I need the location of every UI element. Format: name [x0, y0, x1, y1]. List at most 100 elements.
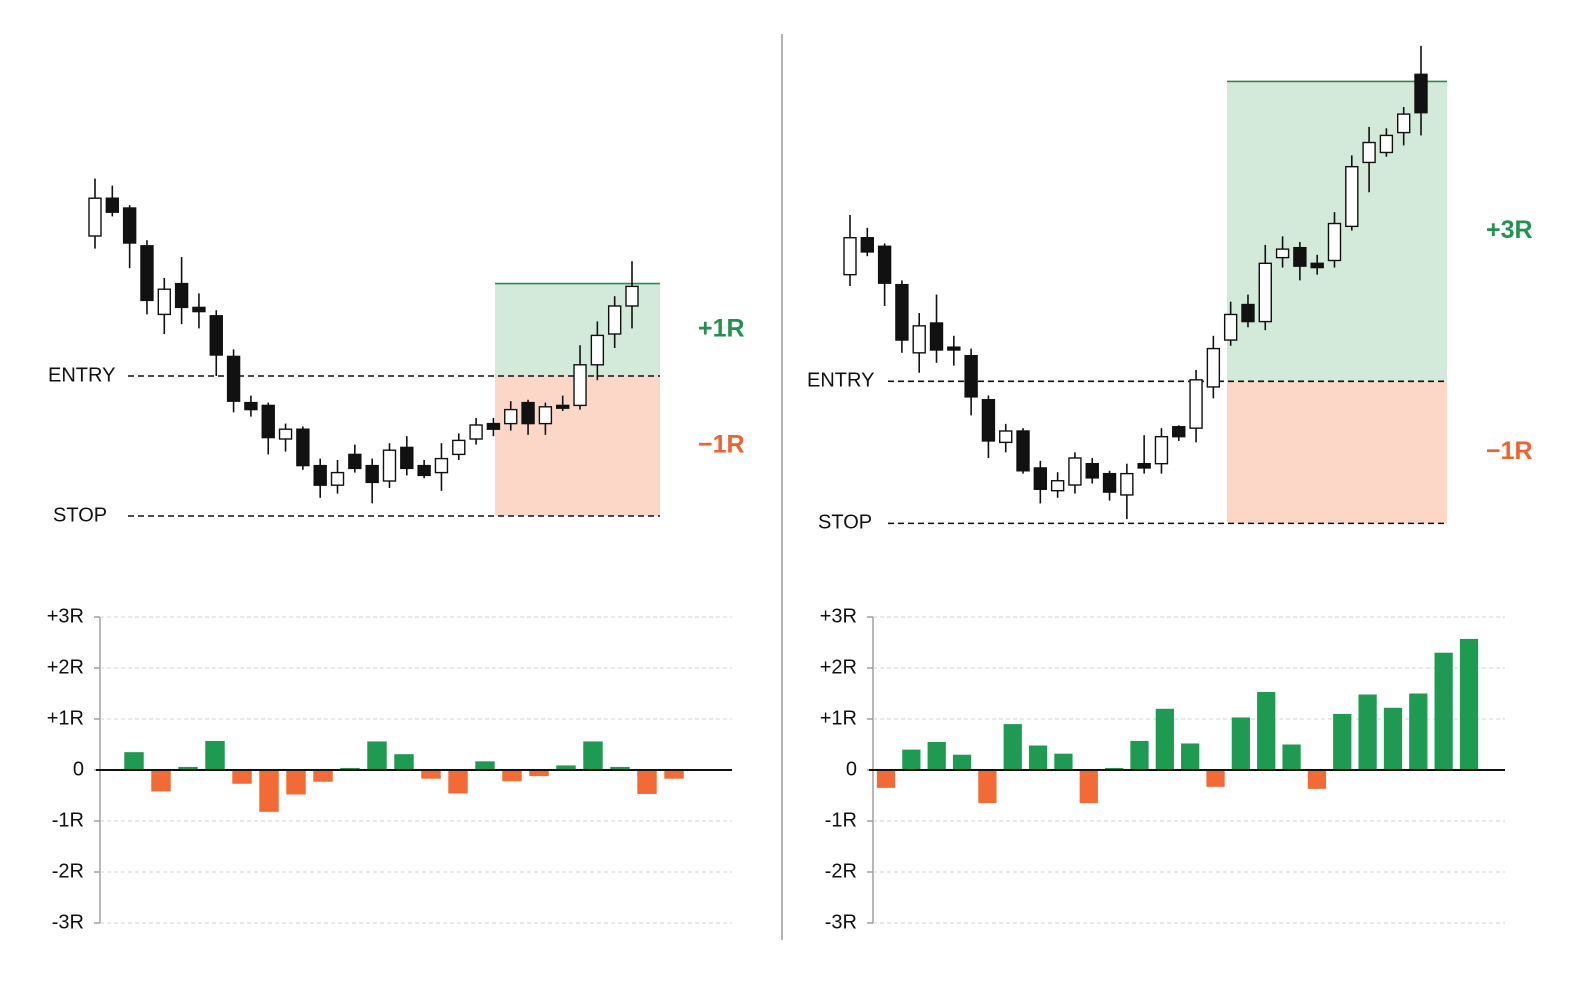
- bar: [1282, 744, 1301, 770]
- bar: [664, 770, 684, 779]
- bar: [927, 741, 946, 770]
- candle-body: [521, 401, 535, 425]
- candle-body: [1016, 430, 1030, 472]
- y-tick-label: -2R: [52, 860, 84, 882]
- bar: [1181, 743, 1200, 770]
- bar: [876, 770, 896, 788]
- candle-body: [538, 406, 553, 425]
- candle-body: [88, 197, 102, 237]
- candle-body: [1293, 246, 1307, 267]
- candle-body: [244, 401, 258, 411]
- y-tick-label: -2R: [825, 860, 857, 882]
- bar: [637, 770, 657, 794]
- candle-body: [947, 346, 961, 351]
- candle-body: [504, 408, 518, 425]
- bar: [205, 740, 225, 770]
- candle-body: [573, 364, 587, 407]
- bar: [475, 761, 495, 770]
- candle-body: [1310, 262, 1324, 269]
- y-tick-label: -3R: [825, 911, 857, 933]
- bar: [232, 770, 252, 784]
- candle-body: [912, 325, 926, 354]
- candle-body: [607, 305, 622, 335]
- y-tick-label: -1R: [825, 809, 857, 831]
- candle-body: [140, 245, 154, 302]
- bar: [178, 766, 198, 770]
- candle-body: [157, 288, 171, 316]
- bar: [421, 770, 441, 779]
- y-tick-label: +3R: [820, 605, 857, 627]
- candle-body: [1068, 457, 1082, 486]
- y-tick-label: -1R: [52, 809, 84, 831]
- bar: [340, 767, 360, 770]
- bar: [1383, 707, 1403, 770]
- risk-zone: [1227, 381, 1447, 524]
- candle-body: [1414, 73, 1428, 114]
- candle-body: [895, 283, 909, 341]
- bar: [1333, 713, 1352, 770]
- candle-body: [417, 464, 431, 477]
- candle-body: [382, 449, 397, 482]
- candle-body: [590, 334, 605, 366]
- candle-body: [1120, 472, 1134, 496]
- bar: [313, 770, 333, 782]
- bar: [1231, 717, 1250, 770]
- candle-body: [877, 245, 892, 284]
- bar: [1028, 745, 1048, 770]
- candle-body: [1396, 113, 1411, 134]
- bar: [902, 749, 921, 770]
- candle-body: [209, 315, 223, 356]
- bar: [286, 770, 306, 795]
- bar: [259, 770, 279, 812]
- risk-label: −1R: [1486, 437, 1533, 465]
- candle-body: [1137, 462, 1151, 469]
- bar: [529, 770, 549, 777]
- bar: [1003, 724, 1022, 770]
- candle-body: [122, 207, 137, 244]
- bar: [952, 754, 972, 770]
- bar: [1358, 694, 1377, 770]
- bar: [583, 741, 603, 770]
- y-tick-label: +1R: [47, 707, 84, 729]
- candle-body: [556, 404, 570, 409]
- candle-body: [1102, 472, 1117, 493]
- candle-body: [999, 430, 1013, 444]
- bar: [1409, 693, 1428, 770]
- candle-body: [1189, 379, 1203, 429]
- bar: [367, 741, 387, 770]
- candle-body: [105, 197, 120, 213]
- bar: [1307, 770, 1327, 789]
- entry-label: ENTRY: [807, 370, 874, 392]
- candle-body: [929, 322, 944, 351]
- risk-label: −1R: [698, 431, 745, 459]
- candle-body: [625, 285, 639, 307]
- candle-body: [261, 404, 275, 439]
- candle-body: [1050, 480, 1065, 492]
- stop-label: STOP: [53, 504, 107, 526]
- candle-body: [843, 237, 857, 276]
- candle-body: [192, 306, 206, 313]
- candle-body: [469, 424, 483, 440]
- candle-body: [486, 422, 501, 430]
- candle-body: [296, 428, 310, 467]
- bar: [124, 752, 144, 770]
- bar: [448, 770, 468, 794]
- candle-body: [1206, 347, 1221, 388]
- bar: [1206, 770, 1225, 787]
- candle-body: [1085, 462, 1099, 479]
- candle-body: [1172, 426, 1186, 438]
- candle-body: [1379, 134, 1394, 154]
- candle-body: [365, 464, 379, 484]
- stop-label: STOP: [818, 512, 872, 534]
- bar: [1459, 638, 1479, 770]
- bar: [556, 765, 576, 770]
- y-tick-label: -3R: [52, 911, 84, 933]
- y-tick-label: +2R: [820, 656, 857, 678]
- bar: [1130, 740, 1149, 770]
- candle-body: [226, 355, 241, 402]
- candle-body: [278, 428, 293, 440]
- candle-body: [313, 464, 327, 486]
- bar: [1155, 708, 1174, 770]
